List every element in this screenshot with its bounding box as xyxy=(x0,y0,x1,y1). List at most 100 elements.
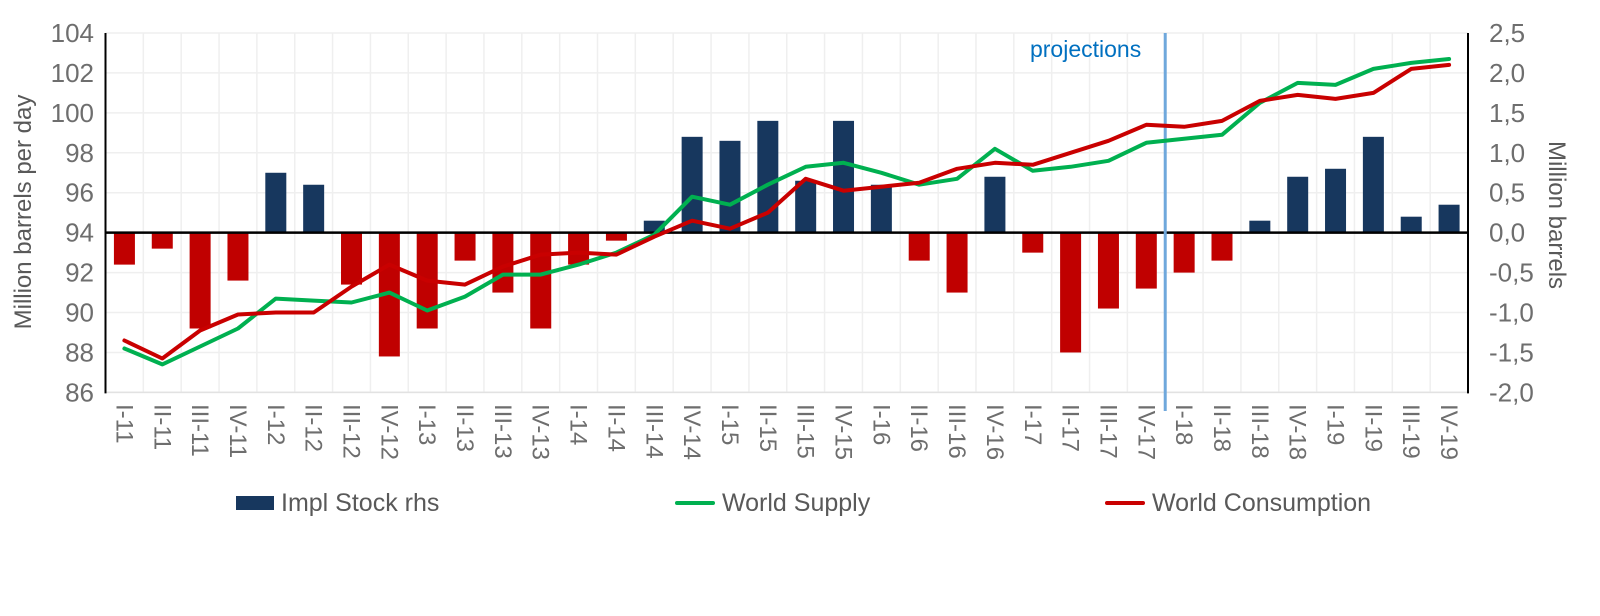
x-tick-label: III-18 xyxy=(1246,404,1273,459)
stock-build-bar xyxy=(757,120,779,233)
world-consumption-line xyxy=(122,62,1452,361)
x-tick-label: II-18 xyxy=(1208,404,1235,452)
x-tick-label: III-17 xyxy=(1094,404,1121,459)
x-tick-label: II-14 xyxy=(602,404,629,452)
stock-draw-bar xyxy=(189,232,211,329)
x-tick-label: III-12 xyxy=(338,404,365,459)
x-tick-label: IV-12 xyxy=(375,404,402,460)
left-tick-label: 102 xyxy=(51,58,94,88)
right-tick-label: 2,5 xyxy=(1489,18,1525,48)
right-axis-tick-labels: 2,5 2,0 1,5 1,0 0,5 0,0 -0,5 -1,0 -1,5 -2,0 xyxy=(1489,18,1534,407)
left-tick-label: 94 xyxy=(65,218,94,248)
stock-draw-bar xyxy=(1211,232,1233,261)
stock-build-bar xyxy=(1325,168,1347,233)
stock-draw-bar xyxy=(1173,232,1195,273)
world-supply-line xyxy=(122,57,1452,367)
stock-draw-bar xyxy=(227,232,249,281)
stock-draw-bar xyxy=(1097,232,1119,309)
left-tick-label: 88 xyxy=(65,337,94,367)
left-tick-label: 96 xyxy=(65,178,94,208)
right-tick-label: 0,0 xyxy=(1489,218,1525,248)
x-tick-label: I-12 xyxy=(262,404,289,445)
footer-black-band xyxy=(0,568,1600,616)
x-tick-label: III-16 xyxy=(943,404,970,459)
stock-draw-bar xyxy=(946,232,968,293)
stock-build-bar xyxy=(1438,204,1460,233)
stock-draw-bar xyxy=(1060,232,1082,353)
legend-label-impl-stock: Impl Stock rhs xyxy=(281,488,440,517)
x-tick-label: I-14 xyxy=(565,404,592,445)
x-tick-label: II-13 xyxy=(451,404,478,452)
x-tick-label: I-19 xyxy=(1322,404,1349,445)
right-tick-label: 0,5 xyxy=(1489,178,1525,208)
stock-build-bar xyxy=(719,140,741,233)
right-axis-title: Million barrels xyxy=(1543,140,1570,290)
legend-item-world-consumption: World Consumption xyxy=(1105,489,1371,517)
left-tick-label: 90 xyxy=(65,298,94,328)
x-tick-label: I-11 xyxy=(110,404,137,444)
left-axis-tick-labels: 104 102 100 98 96 94 92 90 88 86 xyxy=(51,18,94,407)
x-tick-label: I-18 xyxy=(1170,404,1197,445)
right-tick-label: 1,0 xyxy=(1489,138,1525,168)
right-tick-label: 2,0 xyxy=(1489,58,1525,88)
x-tick-label: II-16 xyxy=(905,404,932,452)
legend-item-world-supply: World Supply xyxy=(675,489,870,517)
legend-label-world-supply: World Supply xyxy=(722,488,871,517)
projections-label: projections xyxy=(1030,36,1141,62)
stock-draw-bar xyxy=(568,232,590,265)
stock-build-bar xyxy=(265,172,287,233)
x-tick-label: II-17 xyxy=(1057,404,1084,452)
left-tick-label: 98 xyxy=(65,138,94,168)
x-tick-label: IV-15 xyxy=(830,404,857,460)
x-tick-label: I-13 xyxy=(413,404,440,445)
x-tick-label: I-16 xyxy=(867,404,894,445)
stock-draw-bar xyxy=(530,232,552,329)
stock-draw-bar xyxy=(151,232,173,249)
impl-stock-bars xyxy=(113,120,1460,357)
right-tick-label: 1,5 xyxy=(1489,98,1525,128)
left-tick-label: 104 xyxy=(51,18,94,48)
stock-build-bar xyxy=(1362,136,1384,233)
x-tick-label: IV-17 xyxy=(1132,404,1159,460)
stock-build-bar xyxy=(1287,176,1309,233)
x-tick-label: III-19 xyxy=(1397,404,1424,459)
stock-build-bar xyxy=(1249,220,1271,233)
x-tick-label: II-12 xyxy=(300,404,327,452)
x-tick-label: IV-16 xyxy=(981,404,1008,460)
x-tick-label: III-14 xyxy=(640,404,667,459)
left-tick-label: 100 xyxy=(51,98,94,128)
x-tick-label: III-11 xyxy=(186,404,213,457)
x-tick-label: II-15 xyxy=(754,404,781,452)
impl-stock-swatch-icon xyxy=(236,496,274,510)
x-tick-label: IV-18 xyxy=(1284,404,1311,460)
stock-build-bar xyxy=(833,120,855,233)
x-tick-label: I-17 xyxy=(1019,404,1046,445)
x-tick-label: III-13 xyxy=(489,404,516,459)
x-tick-label: I-15 xyxy=(716,404,743,445)
stock-draw-bar xyxy=(341,232,363,285)
x-axis-labels: I-11 II-11 III-11 IV-11 I-12 II-12 III-12 IV-12… xyxy=(110,404,1462,460)
x-tick-label: IV-14 xyxy=(678,404,705,460)
stock-build-bar xyxy=(870,184,892,233)
legend-label-world-consumption: World Consumption xyxy=(1152,488,1372,517)
x-tick-label: III-15 xyxy=(792,404,819,459)
stock-build-bar xyxy=(681,136,703,233)
legend-item-impl-stock: Impl Stock rhs xyxy=(236,489,439,517)
stock-build-bar xyxy=(303,184,325,233)
x-tick-label: IV-11 xyxy=(224,404,251,458)
x-tick-label: IV-13 xyxy=(527,404,554,460)
stock-build-bar xyxy=(643,220,665,233)
right-tick-label: -1,5 xyxy=(1489,337,1534,367)
right-tick-label: -2,0 xyxy=(1489,377,1534,407)
x-tick-label: II-19 xyxy=(1359,404,1386,452)
x-tick-label: IV-19 xyxy=(1435,404,1462,460)
stock-draw-bar xyxy=(908,232,930,261)
world-consumption-swatch-icon xyxy=(1105,501,1145,505)
world-supply-swatch-icon xyxy=(675,501,715,505)
stock-build-bar xyxy=(795,180,817,233)
stock-draw-bar xyxy=(605,232,627,241)
right-tick-label: -0,5 xyxy=(1489,258,1534,288)
left-tick-label: 86 xyxy=(65,377,94,407)
